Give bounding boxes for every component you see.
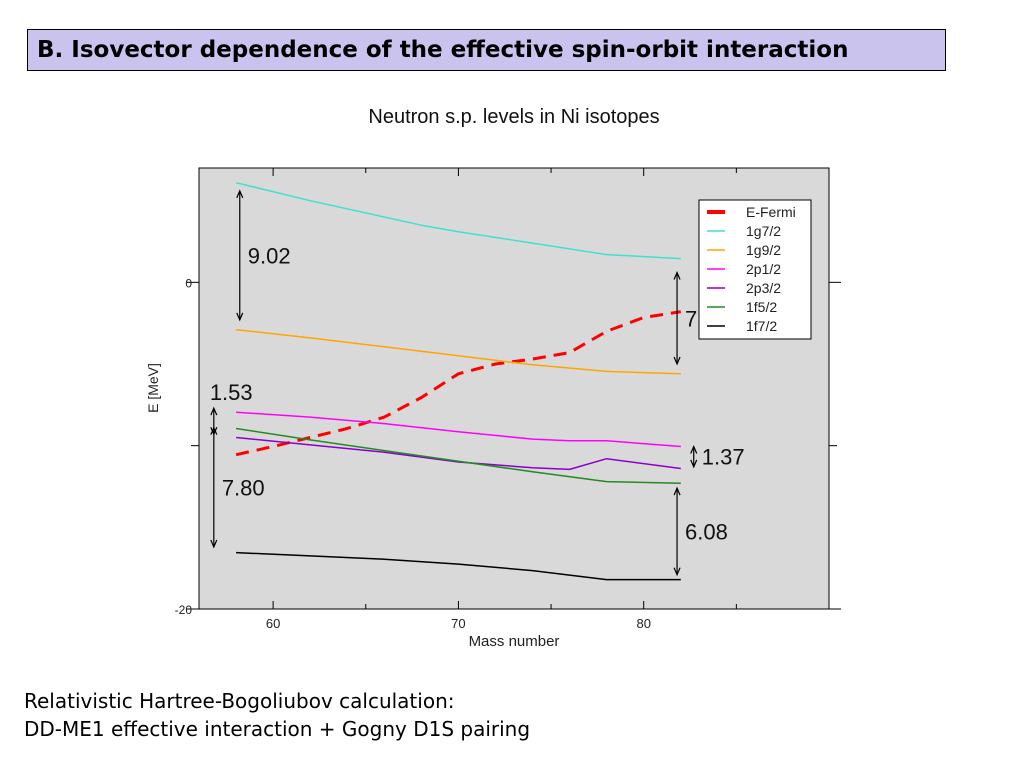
- legend-label-1g9-2: 1g9/2: [746, 242, 781, 258]
- series-line-2p1-2: [236, 411, 681, 448]
- legend-label-1f5-2: 1f5/2: [746, 299, 777, 315]
- gap-value-label: 7.80: [222, 475, 265, 500]
- arrow-head-down: [690, 459, 698, 469]
- gap-annotation: 7.80: [210, 426, 265, 549]
- series-layer: [235, 181, 682, 581]
- x-axis-label: Mass number: [469, 633, 560, 650]
- axis-ticks: 60 70 80 0 -20: [175, 168, 841, 631]
- arrow-head-up: [673, 271, 681, 280]
- chart-title: Neutron s.p. levels in Ni isotopes: [368, 106, 659, 128]
- arrow-head-down: [673, 567, 681, 577]
- legend-label-1f7-2: 1f7/2: [746, 318, 777, 334]
- series-line-1g9-2: [236, 328, 681, 375]
- gap-annotation: 6.08: [673, 486, 728, 577]
- gap-annotation: 1.37: [690, 444, 745, 470]
- series-line-2p3-2: [236, 436, 681, 471]
- arrow-head-down: [236, 312, 244, 322]
- arrow-head-down: [210, 539, 218, 549]
- x-tick-label: 60: [266, 616, 280, 631]
- slide-title: B. Isovector dependence of the effective…: [27, 29, 946, 71]
- gap-value-label: 6.08: [685, 519, 728, 544]
- series-line-1f5-2: [235, 427, 681, 484]
- arrow-head-up: [210, 426, 218, 435]
- gap-value-label: 1.37: [702, 445, 745, 470]
- calc-note: Relativistic Hartree-Bogoliubov calculat…: [24, 689, 455, 713]
- interaction-note: DD-ME1 effective interaction + Gogny D1S…: [24, 717, 531, 741]
- x-tick-label: 80: [636, 616, 650, 631]
- legend-label-2p3-2: 2p3/2: [746, 280, 781, 296]
- series-line-1g7-2: [235, 181, 681, 260]
- arrow-head-up: [690, 444, 698, 454]
- legend-label-e-fermi: E-Fermi: [746, 204, 796, 220]
- series-line-1f7-2: [236, 551, 681, 581]
- gap-annotation: 9.02: [236, 189, 291, 322]
- legend-label-1g7-2: 1g7/2: [746, 223, 781, 239]
- arrow-head-down: [673, 356, 681, 366]
- arrow-head-up: [673, 486, 681, 496]
- gap-value-label: 1.53: [210, 380, 253, 405]
- arrow-head-up: [236, 189, 244, 199]
- legend-label-2p1-2: 2p1/2: [746, 261, 781, 277]
- y-axis-label: E [MeV]: [145, 363, 161, 413]
- y-tick-label: 0: [185, 276, 192, 290]
- y-tick-label: -20: [175, 603, 193, 617]
- arrow-head-up: [210, 406, 218, 416]
- gap-annotation: 1.53: [210, 380, 253, 436]
- legend: E-Fermi 1g7/2 1g9/2 2p1/2 2p3/2 1f5/2 1f7/2: [698, 199, 812, 340]
- x-tick-label: 70: [451, 616, 465, 631]
- series-line-e-fermi: [235, 310, 682, 457]
- gap-value-label: 9.02: [248, 243, 291, 268]
